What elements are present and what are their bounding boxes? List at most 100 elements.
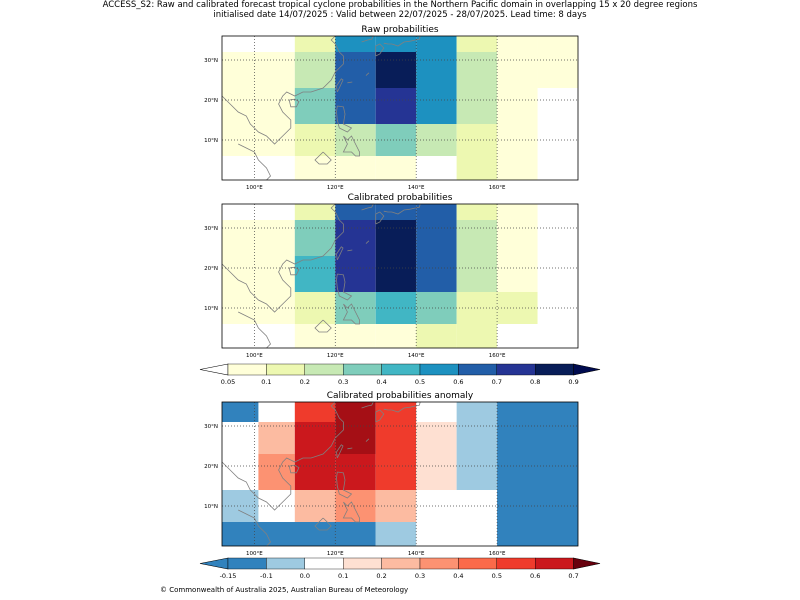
anomaly-colorbar-under-arrow <box>199 557 229 570</box>
anomaly-colorbar-swatch-3 <box>343 557 382 570</box>
anomaly-cell-11 <box>335 454 376 490</box>
anomaly-coastline <box>288 464 300 474</box>
raw-cell-14 <box>375 52 417 88</box>
calibrated-cell-3 <box>294 204 336 220</box>
anomaly-coastline <box>375 409 385 423</box>
raw-cell-17 <box>375 156 417 180</box>
probability-colorbar-tick-label: 0.6 <box>453 378 463 386</box>
anomaly-y-tick-label: 10°N <box>204 504 218 510</box>
anomaly-title: Calibrated probabilities anomaly <box>327 391 474 401</box>
header-subtitle: initialised date 14/07/2025 : Valid betw… <box>213 10 587 20</box>
anomaly-frame <box>221 401 579 547</box>
anomaly-cell-3 <box>258 422 295 454</box>
calibrated-y-tick-label: 20°N <box>204 266 218 272</box>
raw-coastline <box>383 35 421 47</box>
raw-cell-3 <box>294 36 336 52</box>
calibrated-cell-23 <box>456 220 498 256</box>
calibrated-cell-9 <box>335 220 376 256</box>
raw-coastline <box>314 151 332 165</box>
anomaly-colorbar-tick-label: 0.3 <box>415 572 425 580</box>
calibrated-cell-26 <box>497 204 538 292</box>
raw-coastline <box>221 35 344 145</box>
raw-cell-9 <box>335 52 376 88</box>
raw-x-tick-label: 160°E <box>489 185 506 191</box>
anomaly-colorbar-swatch-6 <box>458 557 497 570</box>
calibrated-coastline <box>238 311 271 349</box>
header-title: ACCESS_S2: Raw and calibrated forecast t… <box>102 0 698 10</box>
anomaly-colorbar-tick-label: 0.7 <box>568 572 578 580</box>
calibrated-cell-15 <box>375 256 417 292</box>
calibrated-cell-25 <box>456 292 498 348</box>
anomaly-y-tick-label: 20°N <box>204 464 218 470</box>
raw-cell-25 <box>497 36 538 180</box>
calibrated-y-tick-label: 30°N <box>204 226 218 232</box>
probability-colorbar-swatch-4 <box>381 363 421 376</box>
calibrated-cell-14 <box>375 220 417 256</box>
calibrated-coastline <box>336 246 344 261</box>
anomaly-cell-6 <box>294 422 336 454</box>
probability-colorbar-swatch-1 <box>266 363 305 376</box>
raw-probabilities-panel: Raw probabilities 100°E 120°E 140°E 160°E 10°… <box>204 25 579 191</box>
probability-colorbar-swatch-3 <box>343 363 382 376</box>
anomaly-colorbar-swatch-1 <box>266 557 305 570</box>
calibrated-coastline <box>221 203 344 313</box>
probability-colorbar-swatch-5 <box>419 363 459 376</box>
raw-x-tick-label: 120°E <box>327 185 344 191</box>
calibrated-cell-27 <box>497 292 538 324</box>
anomaly-colorbar-tick-label: 0.1 <box>338 572 348 580</box>
anomaly-colorbar-tick-label: -0.1 <box>260 572 273 580</box>
raw-cell-19 <box>416 88 457 124</box>
anomaly-colorbar-tick-label: 0.0 <box>300 572 310 580</box>
calibrated-x-tick-label: 140°E <box>408 353 425 359</box>
anomaly-colorbar-over-arrow <box>573 557 601 570</box>
calibrated-cell-1 <box>222 256 295 292</box>
calibrated-coastline <box>314 319 332 333</box>
raw-cell-22 <box>456 52 498 88</box>
raw-cell-12 <box>335 156 376 180</box>
raw-coastline <box>336 78 344 93</box>
anomaly-colorbar-tick-label: 0.2 <box>376 572 386 580</box>
calibrated-coastline <box>288 266 300 276</box>
calibrated-cell-24 <box>456 256 498 292</box>
raw-cell-5 <box>294 88 336 124</box>
probability-colorbar-tick-label: 0.3 <box>338 378 348 386</box>
calibrated-x-tick-label: 100°E <box>246 353 263 359</box>
anomaly-x-tick-label: 160°E <box>489 551 506 557</box>
calibrated-coastline <box>375 211 385 225</box>
anomaly-cell-19 <box>497 402 578 546</box>
anomaly-coastline <box>238 509 271 547</box>
raw-cell-21 <box>456 36 498 52</box>
anomaly-colorbar-swatch-5 <box>419 557 459 570</box>
probability-colorbar-swatch-0 <box>227 363 267 376</box>
anomaly-cell-14 <box>375 422 417 490</box>
probability-colorbar-over-arrow <box>573 363 601 376</box>
anomaly-coastline <box>336 444 344 459</box>
calibrated-cell-19 <box>416 256 457 292</box>
anomaly-colorbar-swatch-2 <box>304 557 344 570</box>
raw-cell-26 <box>537 36 578 88</box>
anomaly-cell-16 <box>375 522 417 546</box>
calibrated-coastline <box>383 203 421 215</box>
calibrated-cell-10 <box>335 256 376 292</box>
raw-cell-16 <box>375 124 417 156</box>
raw-coastline <box>365 72 370 76</box>
anomaly-coastline <box>336 471 353 499</box>
probability-colorbar-swatch-6 <box>458 363 497 376</box>
raw-y-tick-label: 10°N <box>204 138 218 144</box>
raw-coastline <box>336 105 353 133</box>
raw-coastline <box>347 81 353 84</box>
calibrated-cell-12 <box>335 324 376 348</box>
raw-coastline <box>288 98 300 108</box>
anomaly-colorbar: -0.15 -0.1 0.0 0.1 0.2 0.3 0.4 0.5 0.6 0.7 <box>199 557 601 580</box>
anomaly-cell-5 <box>294 402 336 422</box>
raw-cell-1 <box>222 88 295 124</box>
calibrated-cell-5 <box>294 256 336 292</box>
raw-cell-10 <box>335 88 376 124</box>
anomaly-x-tick-label: 120°E <box>327 551 344 557</box>
anomaly-cell-18 <box>456 402 498 490</box>
anomaly-coastline <box>383 401 421 413</box>
calibrated-cell-8 <box>335 204 376 220</box>
anomaly-coastline <box>314 517 332 531</box>
calibrated-cell-20 <box>416 292 457 324</box>
